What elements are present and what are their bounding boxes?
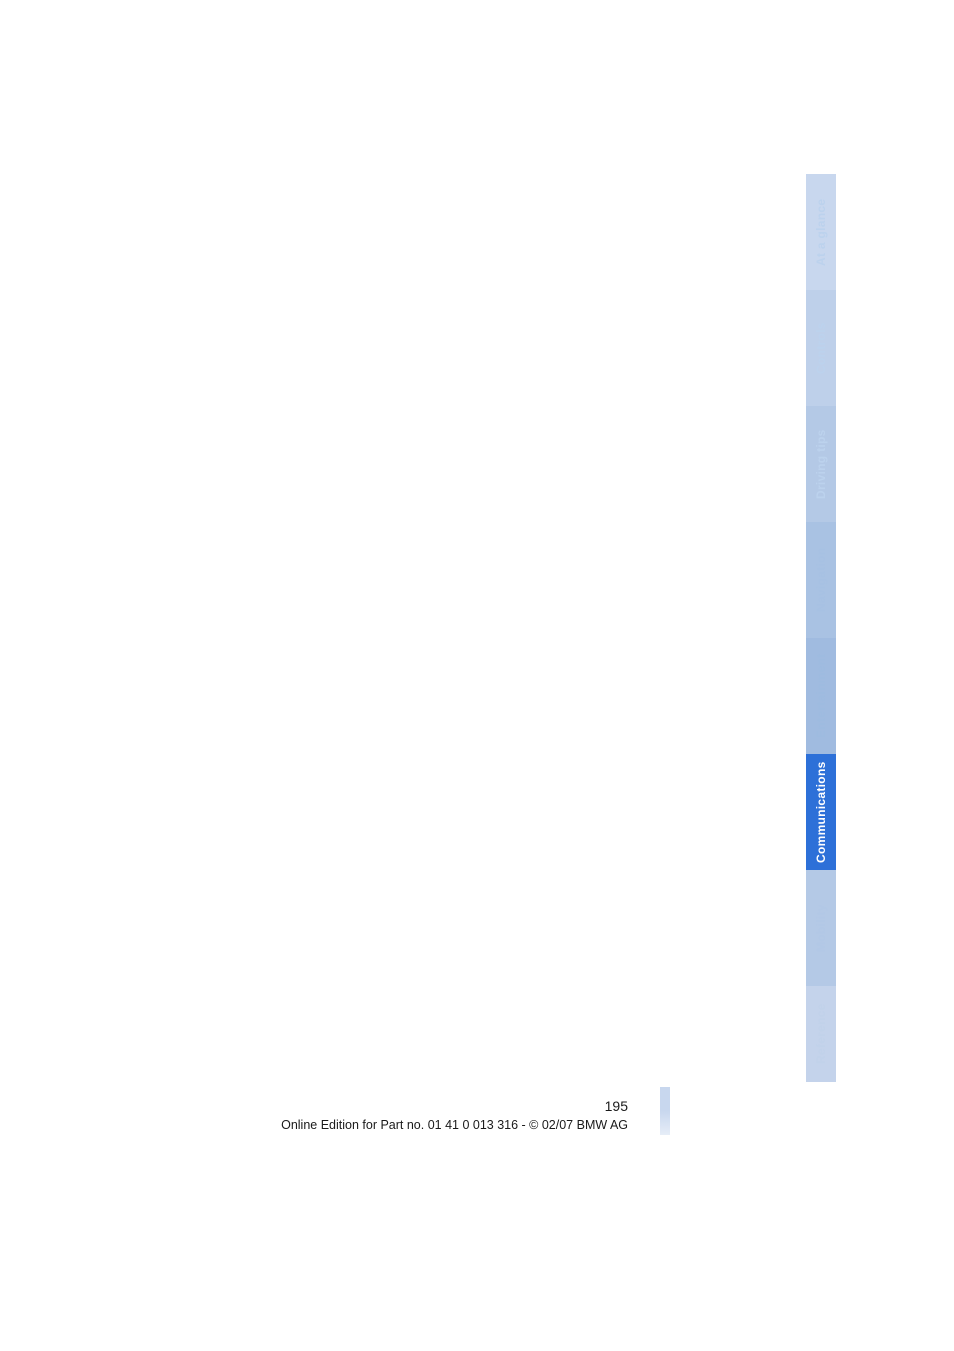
tab-entertainment[interactable]: Entertainment bbox=[806, 638, 836, 754]
page: 195 Online Edition for Part no. 01 41 0 … bbox=[0, 0, 954, 1351]
tab-mobility[interactable]: Mobility bbox=[806, 870, 836, 986]
tab-communications[interactable]: Communications bbox=[806, 754, 836, 870]
tab-driving-tips[interactable]: Driving tips bbox=[806, 406, 836, 522]
side-tabs: At a glance Controls Driving tips Naviga… bbox=[806, 174, 836, 1082]
footer-accent-bar bbox=[660, 1087, 670, 1135]
tab-controls[interactable]: Controls bbox=[806, 290, 836, 406]
footer: 195 Online Edition for Part no. 01 41 0 … bbox=[0, 1097, 660, 1133]
tab-at-a-glance[interactable]: At a glance bbox=[806, 174, 836, 290]
tab-navigation[interactable]: Navigation bbox=[806, 522, 836, 638]
page-number: 195 bbox=[0, 1097, 628, 1115]
footer-text: Online Edition for Part no. 01 41 0 013 … bbox=[0, 1117, 628, 1133]
tab-reference[interactable]: Reference bbox=[806, 986, 836, 1082]
